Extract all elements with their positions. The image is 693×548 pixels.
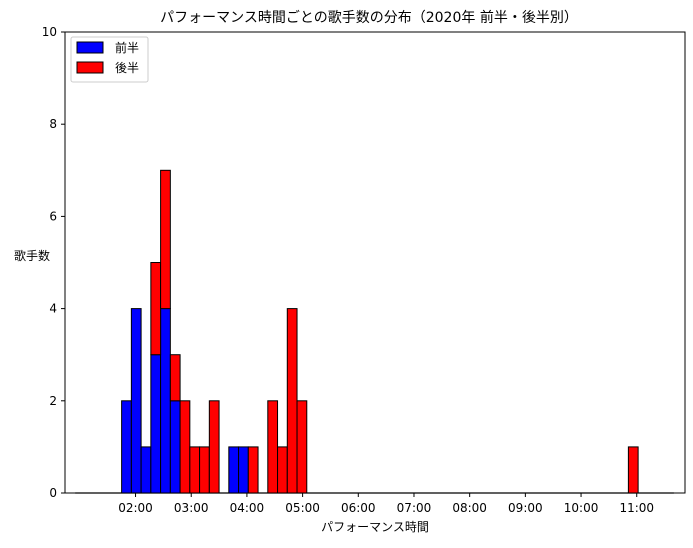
histogram-bar-first-half [121, 400, 132, 494]
bars-layer [75, 169, 674, 494]
legend-swatch-first-half [76, 41, 104, 54]
histogram-bar-second-half [296, 400, 308, 494]
legend-label-second-half: 後半 [115, 61, 139, 75]
histogram-bar-second-half [199, 446, 210, 494]
histogram-bar-second-half [627, 446, 639, 494]
y-tick-label: 0 [49, 486, 57, 500]
histogram-bar-second-half [286, 308, 298, 494]
histogram-bar-first-half [150, 354, 162, 494]
histogram-bar-first-half [140, 446, 152, 494]
histogram-bar-second-half [189, 446, 201, 494]
x-tick-label: 09:00 [508, 501, 543, 515]
x-tick-label: 11:00 [619, 501, 654, 515]
y-tick-label: 10 [42, 25, 57, 39]
histogram-bar-first-half [130, 308, 142, 494]
chart-title: パフォーマンス時間ごとの歌手数の分布（2020年 前半・後半別） [160, 9, 578, 26]
x-axis: 02:00 03:00 04:00 05:00 06:00 07:00 08:00 09:00… [118, 493, 654, 515]
histogram-bar-first-half [169, 400, 181, 494]
histogram-bar-second-half [247, 446, 259, 494]
y-axis: 0 2 4 6 8 10 [42, 25, 65, 500]
legend-swatch-second-half [76, 61, 104, 74]
histogram-bar-second-half [150, 262, 162, 356]
y-tick-label: 6 [49, 209, 57, 223]
histogram-bar-second-half [160, 169, 171, 310]
y-tick-label: 4 [49, 302, 57, 316]
histogram-bar-second-half [169, 354, 181, 402]
histogram-bar-second-half [208, 400, 220, 494]
histogram-bar-first-half [238, 446, 249, 494]
legend-label-first-half: 前半 [115, 40, 139, 55]
y-axis-label: 歌手数 [14, 248, 50, 263]
legend: 前半 後半 [70, 36, 149, 83]
histogram-bar-first-half [160, 308, 171, 494]
y-tick-label: 2 [49, 394, 57, 408]
x-tick-label: 06:00 [341, 501, 376, 515]
x-axis-label: パフォーマンス時間 [321, 520, 429, 534]
y-tick-label: 8 [49, 117, 57, 131]
plot-frame [64, 31, 686, 494]
x-tick-label: 02:00 [118, 501, 153, 515]
histogram-bar-second-half [277, 446, 288, 494]
histogram-bar-second-half [267, 400, 279, 494]
x-tick-label: 08:00 [452, 501, 487, 515]
x-tick-label: 03:00 [174, 501, 209, 515]
x-tick-label: 05:00 [285, 501, 320, 515]
x-tick-label: 07:00 [397, 501, 432, 515]
x-tick-label: 10:00 [564, 501, 599, 515]
histogram-bar-first-half [228, 446, 240, 494]
histogram-bar-second-half [179, 400, 191, 494]
x-tick-label: 04:00 [230, 501, 265, 515]
